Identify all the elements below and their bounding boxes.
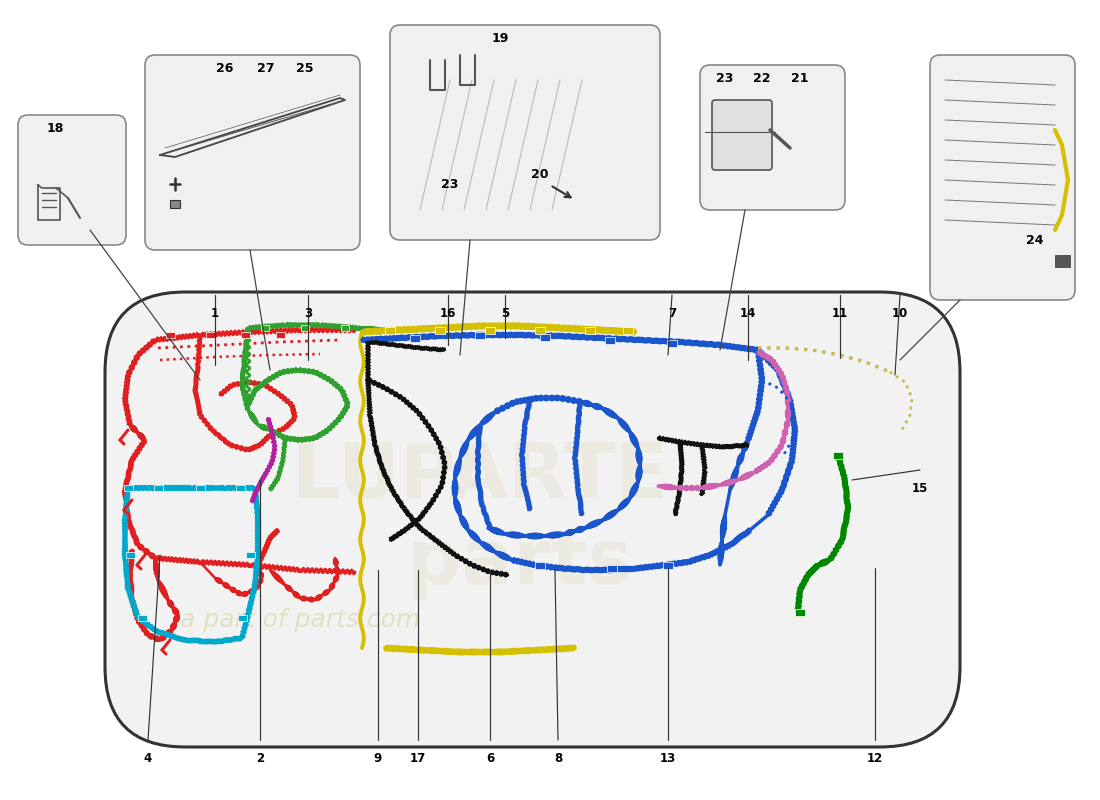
Bar xyxy=(485,326,495,334)
Text: 23: 23 xyxy=(716,71,734,85)
Text: 18: 18 xyxy=(46,122,64,134)
Bar xyxy=(535,562,544,569)
Text: 5: 5 xyxy=(500,307,509,320)
FancyBboxPatch shape xyxy=(18,115,126,245)
Text: a part of parts.com: a part of parts.com xyxy=(180,608,420,632)
Text: 23: 23 xyxy=(441,178,459,191)
Bar xyxy=(385,326,395,334)
Text: 11: 11 xyxy=(832,307,848,320)
Bar xyxy=(605,337,615,343)
Bar xyxy=(261,325,270,331)
FancyBboxPatch shape xyxy=(145,55,360,250)
Bar xyxy=(238,615,246,621)
Text: 2: 2 xyxy=(256,752,264,765)
Bar xyxy=(663,562,673,569)
Text: 19: 19 xyxy=(492,31,508,45)
Text: 24: 24 xyxy=(1026,234,1044,246)
FancyBboxPatch shape xyxy=(700,65,845,210)
Bar xyxy=(301,325,309,331)
Bar xyxy=(434,326,446,334)
Text: 13: 13 xyxy=(660,752,676,765)
Bar xyxy=(667,339,676,346)
Bar xyxy=(165,332,175,338)
Text: 21: 21 xyxy=(791,71,808,85)
Bar xyxy=(235,485,244,491)
Bar xyxy=(1055,255,1070,267)
Bar xyxy=(410,334,420,342)
Text: 1: 1 xyxy=(211,307,219,320)
Bar xyxy=(154,485,163,491)
Bar xyxy=(341,325,349,331)
Bar xyxy=(275,332,285,338)
Bar xyxy=(623,326,632,334)
Bar xyxy=(123,485,132,491)
Text: 16: 16 xyxy=(440,307,456,320)
Bar xyxy=(196,485,205,491)
Text: 17: 17 xyxy=(410,752,426,765)
Bar xyxy=(540,334,550,341)
Bar xyxy=(535,326,544,334)
Text: LUPARTE
   parts: LUPARTE parts xyxy=(293,440,668,600)
FancyBboxPatch shape xyxy=(104,292,960,747)
Text: 26: 26 xyxy=(217,62,233,74)
Bar xyxy=(125,552,134,558)
Text: 27: 27 xyxy=(257,62,275,74)
FancyBboxPatch shape xyxy=(930,55,1075,300)
Text: 20: 20 xyxy=(531,169,549,182)
Text: 12: 12 xyxy=(867,752,883,765)
Text: 15: 15 xyxy=(912,482,928,495)
FancyBboxPatch shape xyxy=(390,25,660,240)
Bar xyxy=(795,609,805,615)
Text: 10: 10 xyxy=(892,307,909,320)
Text: 8: 8 xyxy=(554,752,562,765)
Bar xyxy=(241,332,250,338)
Text: 25: 25 xyxy=(296,62,314,74)
Bar xyxy=(833,451,843,458)
Bar xyxy=(245,552,254,558)
Bar xyxy=(206,332,214,338)
Text: 14: 14 xyxy=(740,307,756,320)
Bar xyxy=(170,200,180,208)
Bar xyxy=(475,331,485,338)
Bar xyxy=(585,326,595,334)
Text: 22: 22 xyxy=(754,71,771,85)
Text: 7: 7 xyxy=(668,307,676,320)
Text: 3: 3 xyxy=(304,307,312,320)
Bar xyxy=(138,615,146,621)
Bar xyxy=(607,565,617,571)
Text: 4: 4 xyxy=(144,752,152,765)
Text: 9: 9 xyxy=(374,752,382,765)
Text: 6: 6 xyxy=(486,752,494,765)
FancyBboxPatch shape xyxy=(712,100,772,170)
